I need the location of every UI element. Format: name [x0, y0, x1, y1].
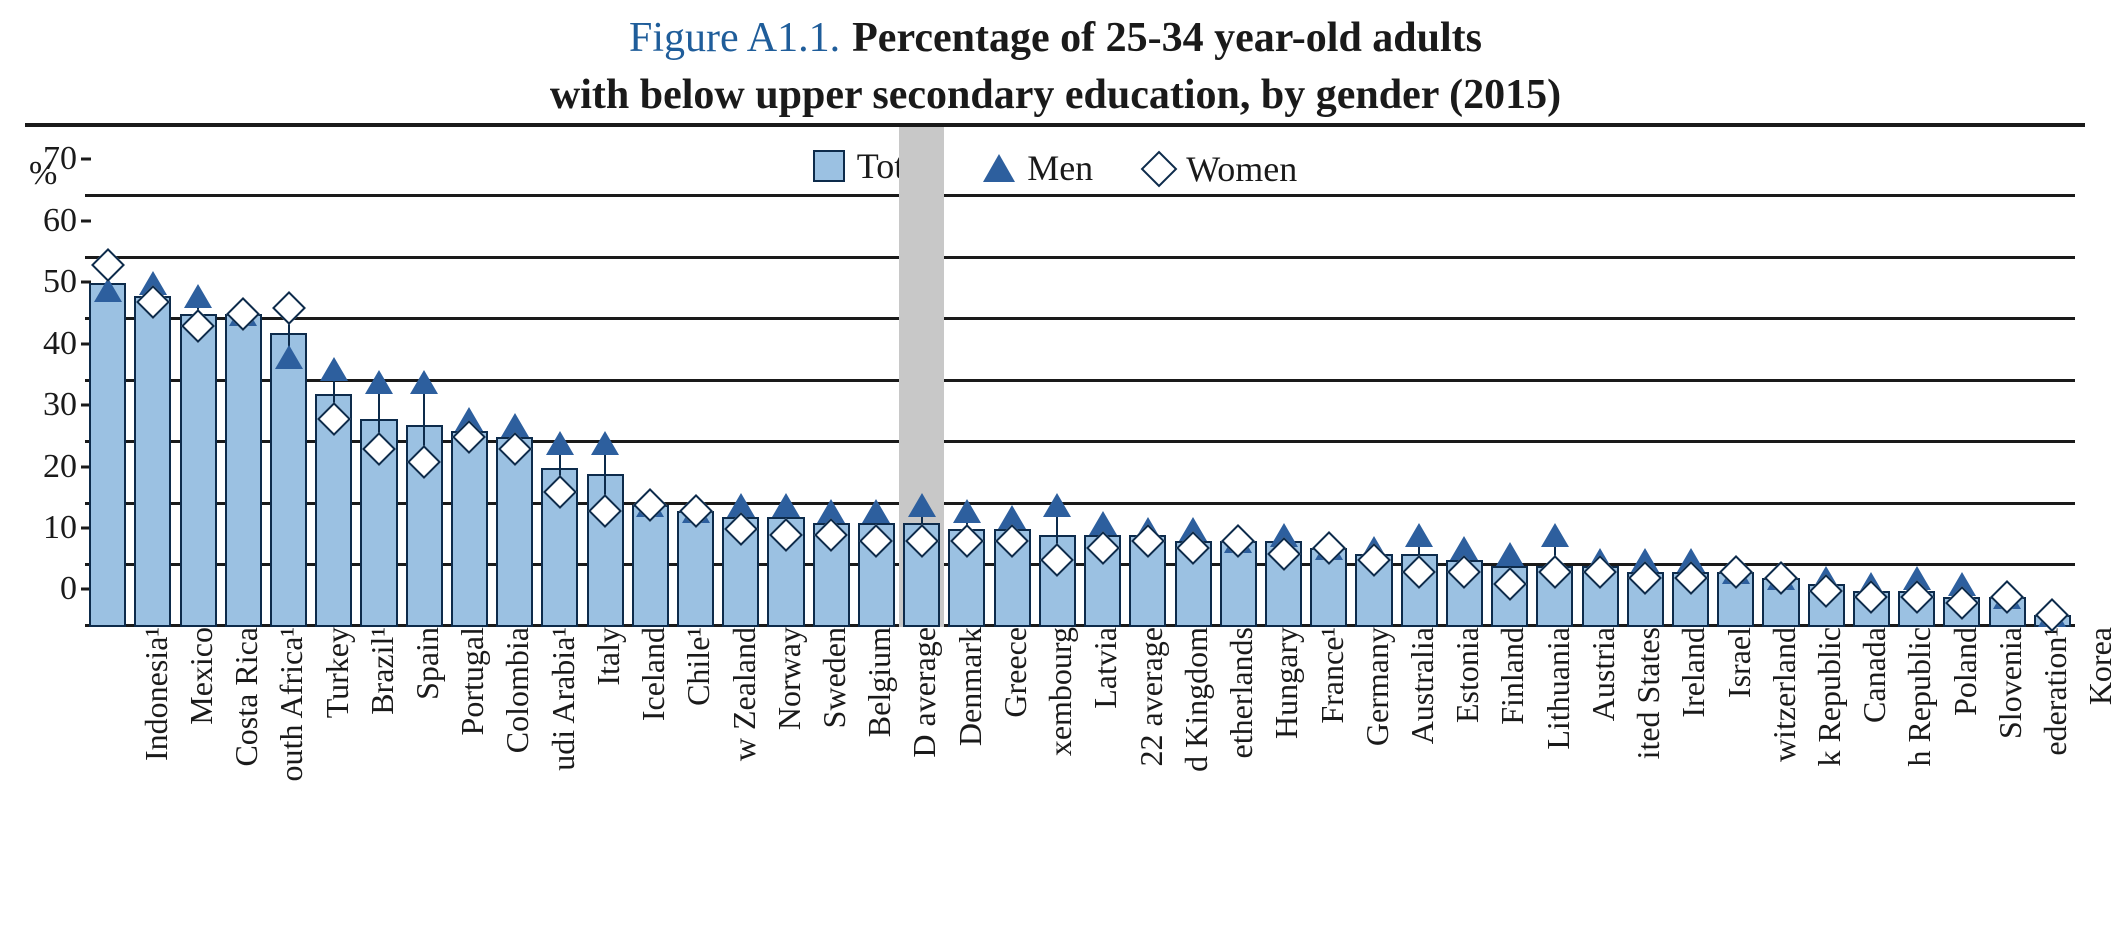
- legend-item-women: Women: [1146, 148, 1297, 190]
- marker-men: [772, 493, 800, 517]
- x-tick-label: Iceland: [625, 627, 672, 721]
- x-tick-label: 22 average: [1123, 627, 1170, 766]
- y-tick-label: 30: [43, 386, 77, 424]
- x-tick-label: Norway: [761, 627, 808, 730]
- x-tick-label: Spain: [399, 627, 446, 700]
- x-tick-label: Belgium: [851, 627, 898, 737]
- x-tick-label: Sweden: [806, 627, 853, 728]
- x-tick-label: Chile¹: [670, 627, 717, 706]
- marker-men: [1496, 542, 1524, 566]
- triangle-icon: [983, 154, 1015, 182]
- marker-men: [546, 431, 574, 455]
- bar-total: [180, 314, 217, 627]
- legend-label-women: Women: [1186, 148, 1297, 190]
- marker-men: [1541, 523, 1569, 547]
- bar-total: [270, 333, 307, 628]
- diamond-icon: [1141, 151, 1178, 188]
- x-tick-label: ited States: [1620, 627, 1667, 759]
- x-tick-label: xembourg: [1032, 627, 1079, 756]
- x-tick-label: Italy: [580, 627, 627, 686]
- plot-area: 010203040506070Indonesia¹MexicoCosta Ric…: [85, 197, 2075, 627]
- square-icon: [813, 150, 845, 182]
- x-tick-label: Germany: [1349, 627, 1396, 746]
- bar-total: [451, 431, 488, 628]
- x-tick-label: Canada: [1846, 627, 1893, 723]
- x-tick-label: udi Arabia¹: [535, 627, 582, 771]
- x-tick-label: h Republic: [1891, 627, 1938, 767]
- x-tick-label: Israel: [1711, 627, 1758, 698]
- x-tick-label: Australia: [1394, 627, 1441, 744]
- figure-container: Figure A1.1. Percentage of 25-34 year-ol…: [0, 0, 2111, 932]
- x-tick-label: Brazil¹: [354, 627, 401, 715]
- gridline: [85, 194, 2075, 197]
- bar-total: [225, 314, 262, 627]
- x-tick-label: Costa Rica: [218, 627, 265, 767]
- y-tick-label: 50: [43, 263, 77, 301]
- marker-men: [908, 493, 936, 517]
- marker-men: [184, 284, 212, 308]
- x-tick-label: outh Africa¹: [263, 627, 310, 781]
- x-tick-label: d Kingdom: [1168, 627, 1215, 772]
- y-tick-label: 0: [60, 570, 77, 608]
- bar-total: [134, 296, 171, 628]
- x-tick-label: Greece: [987, 627, 1034, 718]
- y-tick-label: 40: [43, 325, 77, 363]
- legend-item-men: Men: [983, 147, 1093, 189]
- gridline: [85, 256, 2075, 259]
- x-tick-label: witzerland: [1756, 627, 1803, 762]
- marker-men: [591, 431, 619, 455]
- x-tick-label: Mexico: [173, 627, 220, 725]
- bar-total: [632, 505, 669, 628]
- x-tick-label: Austria: [1575, 627, 1622, 721]
- y-tick-label: 10: [43, 509, 77, 547]
- x-tick-label: Indonesia¹: [128, 627, 175, 761]
- x-tick-label: Denmark: [942, 627, 989, 746]
- marker-men: [275, 345, 303, 369]
- x-tick-label: Latvia: [1077, 627, 1124, 709]
- x-tick-label: ederation¹: [2027, 627, 2074, 756]
- x-tick-label: Poland: [1937, 627, 1984, 716]
- figure-label: Figure A1.1.: [629, 15, 840, 61]
- marker-men: [953, 499, 981, 523]
- marker-men: [862, 499, 890, 523]
- marker-men: [1405, 523, 1433, 547]
- legend: Total Men Women: [25, 145, 2085, 191]
- x-tick-label: Lithuania: [1530, 627, 1577, 750]
- y-tick-label: 70: [43, 140, 77, 178]
- chart-area: Total Men Women % 010203040506070Indones…: [25, 123, 2085, 883]
- x-tick-label: Slovenia: [1982, 627, 2029, 739]
- legend-label-men: Men: [1027, 147, 1093, 189]
- figure-title-text-1: Percentage of 25-34 year-old adults: [852, 15, 1482, 61]
- x-tick-label: k Republic: [1801, 627, 1848, 767]
- x-tick-label: Colombia: [489, 627, 536, 753]
- figure-title-block: Figure A1.1. Percentage of 25-34 year-ol…: [0, 0, 2111, 123]
- gridline: [85, 317, 2075, 320]
- x-tick-label: Ireland: [1665, 627, 1712, 718]
- marker-men: [365, 370, 393, 394]
- x-tick-label: etherlands: [1213, 627, 1260, 759]
- figure-title-line1: Figure A1.1. Percentage of 25-34 year-ol…: [0, 10, 2111, 67]
- x-tick-label: Finland: [1484, 627, 1531, 725]
- x-tick-label: Hungary: [1258, 627, 1305, 739]
- x-tick-label: D average: [896, 627, 943, 758]
- x-tick-label: Estonia: [1439, 627, 1486, 723]
- x-tick-label: w Zealand: [716, 627, 763, 761]
- marker-men: [410, 370, 438, 394]
- y-tick-label: 60: [43, 202, 77, 240]
- x-tick-label: Portugal: [444, 627, 491, 735]
- x-tick-label: France¹: [1304, 627, 1351, 724]
- x-tick-label: Turkey: [309, 627, 356, 718]
- x-tick-label: Korea: [2072, 627, 2111, 705]
- figure-title-text-2: with below upper secondary education, by…: [0, 67, 2111, 124]
- marker-men: [1043, 493, 1071, 517]
- bar-total: [89, 283, 126, 627]
- marker-men: [320, 357, 348, 381]
- y-tick-label: 20: [43, 448, 77, 486]
